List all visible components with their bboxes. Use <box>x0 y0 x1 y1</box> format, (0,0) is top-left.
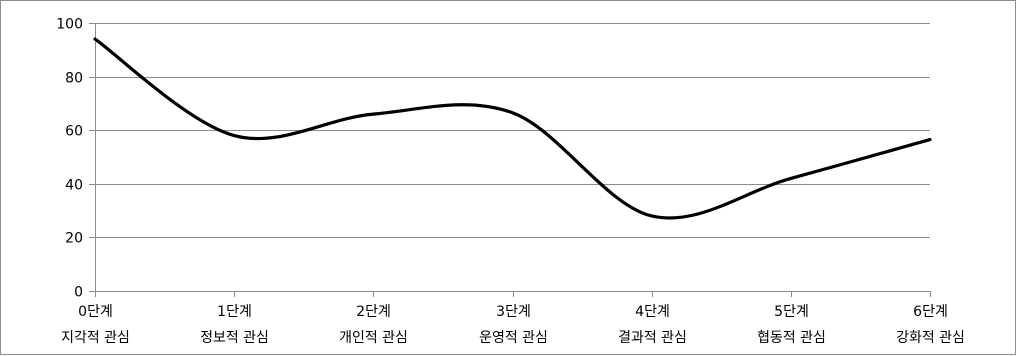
y-tick-label: 0 <box>74 285 83 301</box>
x-tick-label-stage: 4단계 <box>635 304 670 320</box>
x-tick-label-concern: 강화적 관심 <box>896 330 965 346</box>
y-tick-label: 100 <box>56 17 83 33</box>
y-tick-label: 40 <box>65 178 83 194</box>
x-tick-label-stage: 0단계 <box>78 304 113 320</box>
x-tick-label-stage: 2단계 <box>356 304 391 320</box>
x-tick-label-stage: 6단계 <box>913 304 948 320</box>
x-tick-label-concern: 정보적 관심 <box>200 330 269 346</box>
x-tick-label-stage: 3단계 <box>496 304 531 320</box>
x-tick-label-stage: 5단계 <box>774 304 809 320</box>
y-axis-ticks: 0 20 40 60 80 100 <box>56 17 95 301</box>
y-tick-label: 80 <box>65 71 83 87</box>
y-tick-label: 60 <box>65 124 83 140</box>
y-tick-label: 20 <box>65 231 83 247</box>
x-tick-label-concern: 협동적 관심 <box>757 330 826 346</box>
series-layer <box>93 37 932 220</box>
x-tick-label-concern: 결과적 관심 <box>618 330 687 346</box>
gridlines <box>95 23 930 238</box>
x-tick-label-concern: 지각적 관심 <box>61 330 130 346</box>
x-tick-label-concern: 개인적 관심 <box>339 330 408 346</box>
series-line-0 <box>93 37 932 220</box>
x-tick-label-concern: 운영적 관심 <box>479 330 548 346</box>
x-tick-label-stage: 1단계 <box>217 304 252 320</box>
